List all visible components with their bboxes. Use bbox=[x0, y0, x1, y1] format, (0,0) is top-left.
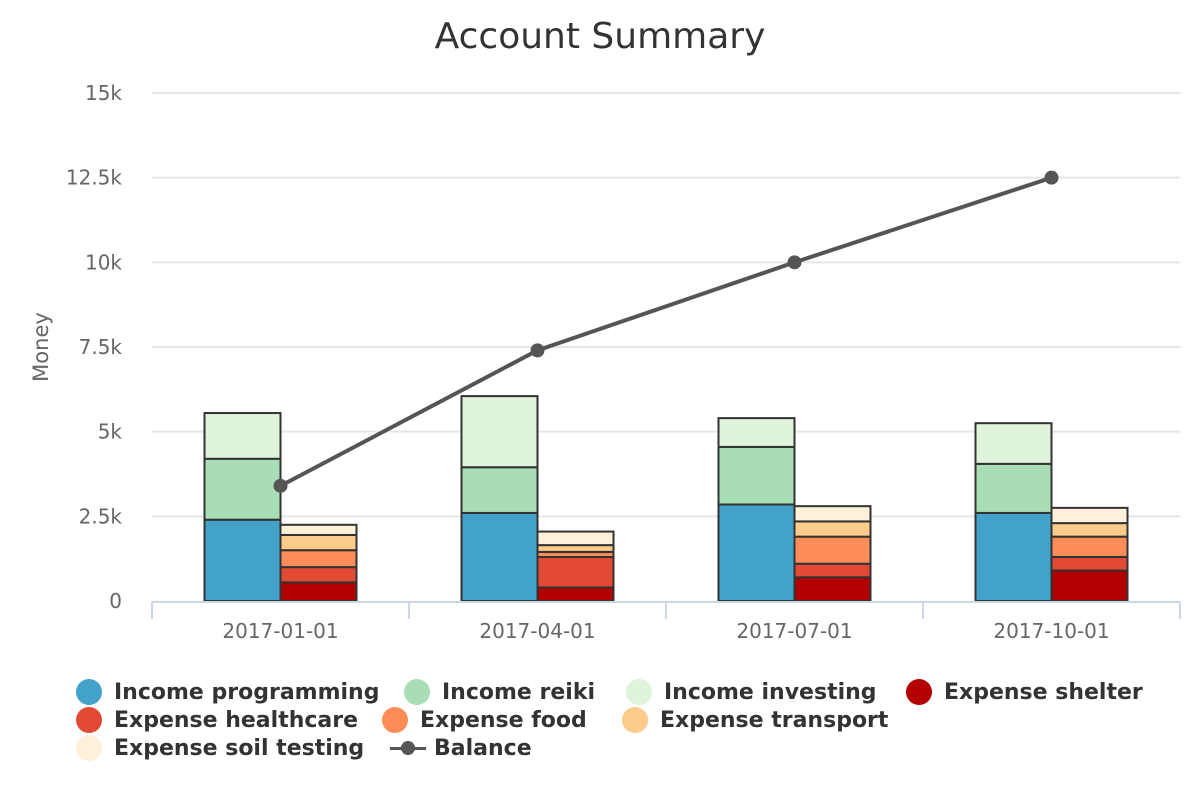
x-tick-label: 2017-04-01 bbox=[479, 619, 595, 643]
bars bbox=[203, 395, 1129, 603]
bar-expense-transport[interactable] bbox=[793, 520, 872, 538]
legend-item-expense-soil-testing[interactable]: Expense soil testing bbox=[76, 734, 364, 762]
legend-marker bbox=[76, 679, 102, 705]
bar-expense-shelter[interactable] bbox=[793, 576, 872, 603]
y-axis-label: Money bbox=[29, 312, 53, 382]
bar-expense-transport[interactable] bbox=[536, 544, 615, 553]
bar-expense-soil-testing[interactable] bbox=[536, 530, 615, 547]
bar-income-reiki[interactable] bbox=[203, 457, 282, 521]
legend-marker bbox=[404, 679, 430, 705]
bar-income-reiki[interactable] bbox=[717, 445, 796, 506]
bar-expense-healthcare[interactable] bbox=[279, 566, 358, 584]
x-tick-label: 2017-01-01 bbox=[222, 619, 338, 643]
bar-expense-healthcare[interactable] bbox=[793, 562, 872, 579]
bar-income-programming[interactable] bbox=[717, 503, 796, 603]
y-tick-label: 5k bbox=[98, 420, 123, 444]
bar-income-reiki[interactable] bbox=[460, 466, 539, 514]
bar-income-programming[interactable] bbox=[460, 511, 539, 602]
bar-expense-soil-testing[interactable] bbox=[279, 523, 358, 536]
legend-item-expense-healthcare[interactable]: Expense healthcare bbox=[76, 706, 358, 734]
legend-item-expense-shelter[interactable]: Expense shelter bbox=[906, 678, 1143, 706]
bar-expense-food[interactable] bbox=[793, 535, 872, 565]
balance-series bbox=[273, 170, 1059, 493]
legend: Income programming Income reiki Income inv… bbox=[0, 672, 1200, 792]
balance-line bbox=[279, 175, 1053, 488]
balance-point[interactable] bbox=[787, 255, 802, 270]
legend-item-income-reiki[interactable]: Income reiki bbox=[404, 678, 595, 706]
legend-label: Expense food bbox=[420, 707, 587, 733]
y-axis-ticks: 0 2.5k 5k 7.5k 10k 12.5k 15k bbox=[66, 81, 123, 613]
legend-label: Expense transport bbox=[660, 707, 889, 733]
bar-expense-healthcare[interactable] bbox=[536, 555, 615, 589]
legend-item-balance[interactable]: Balance bbox=[390, 734, 532, 762]
legend-label: Balance bbox=[434, 735, 532, 761]
bar-income-programming[interactable] bbox=[203, 518, 282, 602]
x-tick-label: 2017-07-01 bbox=[736, 619, 852, 643]
x-tick-label: 2017-10-01 bbox=[993, 619, 1109, 643]
y-tick-label: 0 bbox=[109, 589, 122, 613]
legend-marker bbox=[76, 735, 102, 761]
bar-income-investing[interactable] bbox=[203, 412, 282, 460]
bar-expense-shelter[interactable] bbox=[279, 581, 358, 603]
legend-marker bbox=[76, 707, 102, 733]
legend-item-expense-transport[interactable]: Expense transport bbox=[622, 706, 888, 734]
legend-label: Income investing bbox=[664, 679, 877, 705]
bar-expense-food[interactable] bbox=[1050, 535, 1129, 558]
y-tick-label: 2.5k bbox=[79, 504, 123, 528]
y-tick-label: 12.5k bbox=[66, 166, 123, 190]
bar-income-investing[interactable] bbox=[974, 422, 1053, 465]
x-axis-ticks: 2017-01-01 2017-04-01 2017-07-01 2017-10-01 bbox=[222, 619, 1109, 643]
legend-item-income-investing[interactable]: Income investing bbox=[626, 678, 877, 706]
bar-income-programming[interactable] bbox=[974, 511, 1053, 602]
bar-expense-transport[interactable] bbox=[279, 533, 358, 552]
legend-item-income-programming[interactable]: Income programming bbox=[76, 678, 379, 706]
chart-title: Account Summary bbox=[435, 16, 766, 57]
legend-label: Expense soil testing bbox=[114, 735, 365, 761]
legend-marker bbox=[622, 707, 648, 733]
legend-marker bbox=[906, 679, 932, 705]
gridlines bbox=[152, 92, 1180, 518]
bar-expense-shelter[interactable] bbox=[536, 586, 615, 602]
balance-point[interactable] bbox=[273, 478, 288, 493]
legend-item-expense-food[interactable]: Expense food bbox=[382, 706, 587, 734]
bar-income-reiki[interactable] bbox=[974, 462, 1053, 514]
legend-label: Expense shelter bbox=[944, 679, 1143, 705]
balance-point[interactable] bbox=[1044, 170, 1059, 185]
bar-income-investing[interactable] bbox=[717, 417, 796, 448]
legend-marker bbox=[626, 679, 652, 705]
y-tick-label: 15k bbox=[85, 81, 122, 105]
bar-expense-soil-testing[interactable] bbox=[1050, 506, 1129, 525]
legend-marker bbox=[390, 735, 426, 761]
y-tick-label: 7.5k bbox=[79, 335, 123, 359]
legend-marker bbox=[382, 707, 408, 733]
legend-label: Income reiki bbox=[442, 679, 595, 705]
bar-expense-food[interactable] bbox=[279, 549, 358, 569]
legend-label: Income programming bbox=[114, 679, 380, 705]
bar-expense-healthcare[interactable] bbox=[1050, 555, 1129, 572]
bar-expense-soil-testing[interactable] bbox=[793, 505, 872, 523]
bar-expense-shelter[interactable] bbox=[1050, 569, 1129, 603]
bar-income-investing[interactable] bbox=[460, 395, 539, 469]
bar-expense-transport[interactable] bbox=[1050, 522, 1129, 538]
y-tick-label: 10k bbox=[85, 250, 122, 274]
legend-label: Expense healthcare bbox=[114, 707, 359, 733]
balance-point[interactable] bbox=[530, 343, 545, 358]
x-axis bbox=[151, 601, 1181, 619]
